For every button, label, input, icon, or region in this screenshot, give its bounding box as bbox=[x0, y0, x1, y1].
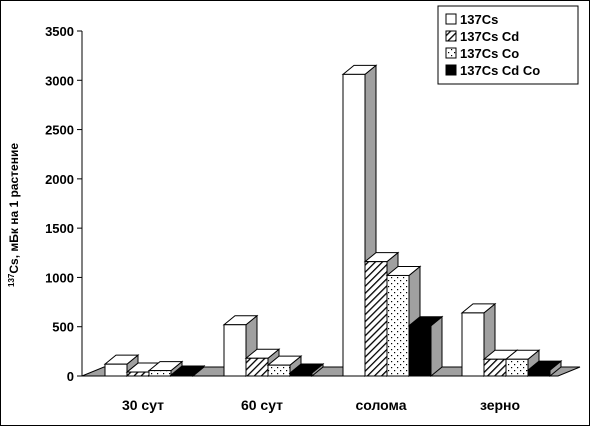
y-tick-label: 2500 bbox=[45, 123, 74, 138]
x-tick-label: зерно bbox=[480, 397, 520, 413]
x-tick-label: 30 сут bbox=[122, 397, 164, 413]
y-tick-label: 3000 bbox=[45, 73, 74, 88]
bar bbox=[407, 315, 444, 378]
tick-labels: 0 500 1000 1500 2000 2500 3000 3500 30 сут 60 сут… bbox=[45, 24, 520, 413]
legend-entry: 137Cs Cd bbox=[460, 29, 519, 44]
legend-entry: 137Cs Co bbox=[460, 46, 519, 61]
y-axis-label-superscript: 137 bbox=[7, 273, 16, 287]
bar bbox=[169, 364, 206, 378]
legend-entry: 137Cs Cd Co bbox=[460, 63, 540, 78]
y-tick-label: 1000 bbox=[45, 270, 74, 285]
y-tick-label: 500 bbox=[52, 320, 74, 335]
x-tick-label: 60 сут bbox=[241, 397, 283, 413]
y-tick-label: 0 bbox=[67, 369, 74, 384]
legend-swatch bbox=[445, 30, 457, 42]
legend-swatch bbox=[445, 47, 457, 59]
y-axis-label: 137Cs, мБк на 1 растение bbox=[7, 143, 21, 287]
legend-swatch bbox=[445, 64, 457, 76]
y-axis-label-text: Cs, мБк на 1 растение bbox=[7, 143, 21, 274]
x-tick-label: солома bbox=[355, 397, 406, 413]
legend-swatch bbox=[445, 13, 457, 25]
bar bbox=[526, 360, 563, 378]
y-tick-label: 2000 bbox=[45, 172, 74, 187]
legend-box bbox=[437, 5, 579, 85]
legend: 137Cs 137Cs Cd 137Cs Co 137Cs Cd Co bbox=[437, 5, 579, 85]
legend-entry: 137Cs bbox=[460, 12, 498, 27]
y-tick-label: 3500 bbox=[45, 24, 74, 39]
bar bbox=[288, 362, 325, 378]
bars bbox=[103, 64, 563, 378]
y-tick-label: 1500 bbox=[45, 221, 74, 236]
